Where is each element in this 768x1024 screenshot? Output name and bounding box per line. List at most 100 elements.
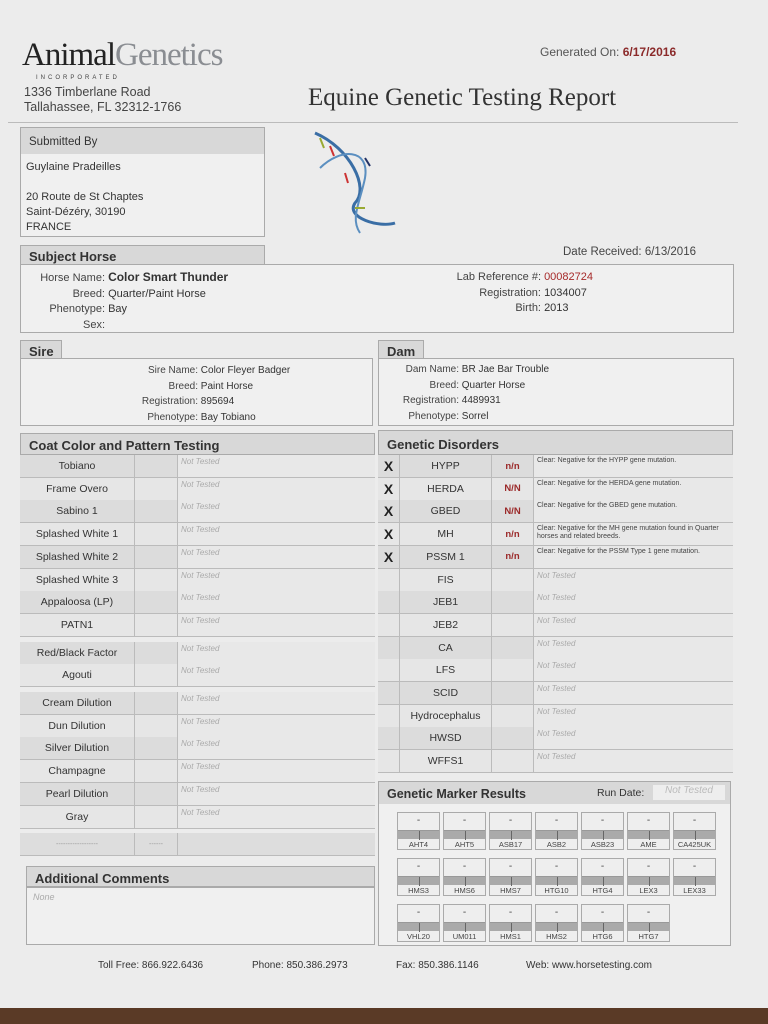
subject-horse-label: Subject Horse [20,245,265,265]
marker-box: - HTG7 [627,904,670,942]
test-name: CA [400,636,492,659]
marker-bar [444,922,485,932]
marker-box: - VHL20 [397,904,440,942]
table-row: Cream Dilution Not Tested [20,692,375,715]
date-received: Date Received: 6/13/2016 [563,246,696,258]
sire-reg: 895694 [200,396,235,407]
not-tested-note: Not Tested [178,477,375,500]
result-cell [135,568,178,591]
test-name: Splashed White 1 [20,523,135,546]
marker-bar [398,876,439,886]
coat-color-table: Tobiano Not Tested Frame Overo Not Tested Sa… [20,455,375,857]
coat-color-header: Coat Color and Pattern Testing [20,433,375,455]
marker-box: - HMS2 [535,904,578,942]
table-row: CA Not Tested [378,636,733,660]
result-cell [135,805,178,828]
result-note: Not Tested [534,568,733,591]
result-value: n/n [492,523,534,546]
test-name: Pearl Dilution [20,782,135,805]
result-value [492,727,534,750]
sex-label: Sex: [82,318,105,331]
sire-pheno-label: Phenotype: [147,411,198,423]
not-tested-note: Not Tested [178,641,375,664]
sire-breed: Paint Horse [200,380,254,392]
marker-box: - AHT5 [443,812,486,850]
subject-horse-box: Horse Name: Color Smart Thunder Breed: Q… [20,264,734,333]
marker-bar [674,876,715,886]
marker-bar [582,830,623,840]
blank-cell: ------------------ [20,833,135,856]
test-name: HWSD [400,727,492,750]
test-name: Agouti [20,664,135,687]
test-name: Gray [20,805,135,828]
marker-name: AHT4 [408,840,429,849]
test-name: Splashed White 2 [20,545,135,568]
marker-box: - CA425UK [673,812,716,850]
run-date-label: Run Date: [597,787,645,799]
table-row: LFS Not Tested [378,659,733,683]
phenotype-value: Bay [108,303,128,315]
result-note: Not Tested [534,591,733,614]
test-name: PATN1 [20,613,135,636]
marker-name: HTG7 [638,932,659,941]
test-name: HYPP [400,455,492,477]
marker-value: - [508,861,513,872]
test-name: PSSM 1 [400,545,492,568]
registration-label: Registration: [479,286,541,299]
test-name: LFS [400,659,492,682]
test-name: Appaloosa (LP) [20,591,135,614]
marker-name: HTG10 [544,886,569,895]
lab-address: 1336 Timberlane Road Tallahassee, FL 3231… [24,85,181,115]
table-row: JEB2 Not Tested [378,613,733,637]
result-note: Clear: Negative for the HERDA gene mutat… [534,477,733,500]
run-date-value: Not Tested [653,785,725,800]
marker-value: - [646,861,651,872]
dna-helix-icon [314,131,396,234]
test-name: Tobiano [20,455,135,477]
marker-bar [398,922,439,932]
result-cell [135,664,178,687]
marker-name: HMS2 [546,932,567,941]
not-tested-note: Not Tested [178,782,375,805]
table-row: X PSSM 1 n/n Clear: Negative for the PSSM T… [378,545,733,569]
not-tested-note: Not Tested [178,545,375,568]
dam-box: Dam Name: BR Jae Bar Trouble Breed: Quar… [378,358,734,426]
dam-name-label: Dam Name: [405,364,459,375]
test-name: JEB2 [400,613,492,636]
table-row: Splashed White 1 Not Tested [20,523,375,547]
result-note: Not Tested [534,613,733,636]
marker-name: HMS6 [454,886,475,895]
test-name: GBED [400,500,492,523]
marker-box: - UM011 [443,904,486,942]
table-row: Tobiano Not Tested [20,455,375,478]
result-cell [135,545,178,568]
marker-value: - [692,861,697,872]
marker-box: - HTG4 [581,858,624,896]
result-cell [135,760,178,783]
marker-box: - HTG10 [535,858,578,896]
table-row: Hydrocephalus Not Tested [378,704,733,728]
x-mark [378,750,400,773]
marker-bar [444,830,485,840]
sire-pheno: Bay Tobiano [200,411,256,423]
marker-bar [628,922,669,932]
marker-value: - [554,907,559,918]
not-tested-note: Not Tested [178,500,375,523]
horse-name-label: Horse Name: [40,272,105,284]
logo: AnimalGenetics [22,38,223,72]
result-note: Not Tested [534,704,733,727]
lab-ref-label: Lab Reference #: [456,271,541,283]
not-tested-note: Not Tested [178,455,375,477]
test-name: Splashed White 3 [20,568,135,591]
result-cell [135,737,178,760]
table-row: Champagne Not Tested [20,760,375,784]
table-row: SCID Not Tested [378,682,733,705]
report-title: Equine Genetic Testing Report [308,84,617,111]
marker-name: ASB23 [590,840,615,849]
result-value: N/N [492,500,534,523]
marker-value: - [508,815,513,826]
result-cell [135,500,178,523]
x-mark: X [378,500,400,523]
marker-name: CA425UK [677,840,712,849]
